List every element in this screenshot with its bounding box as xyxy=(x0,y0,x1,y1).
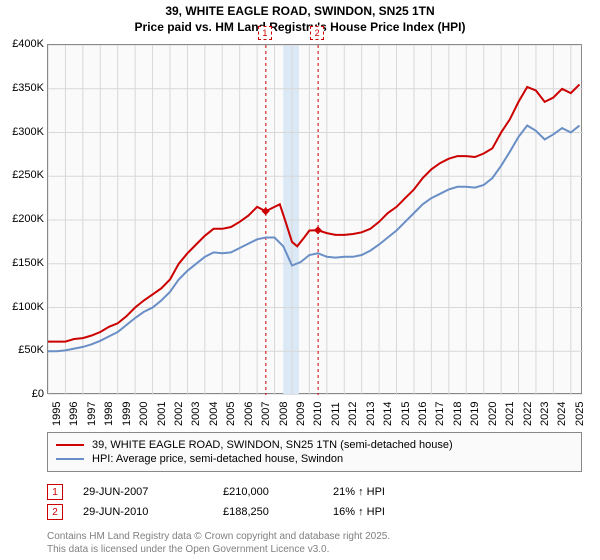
title-line-2: Price paid vs. HM Land Registry's House … xyxy=(8,20,592,36)
y-tick-label: £100K xyxy=(12,301,44,313)
x-tick-label: 1997 xyxy=(86,402,98,426)
x-tick-label: 1996 xyxy=(68,402,80,426)
x-tick-label: 2005 xyxy=(225,402,237,426)
y-tick-label: £400K xyxy=(12,38,44,50)
x-tick-label: 2006 xyxy=(243,402,255,426)
chart-plot-area xyxy=(47,44,582,394)
y-tick-label: £250K xyxy=(12,169,44,181)
legend-box: 39, WHITE EAGLE ROAD, SWINDON, SN25 1TN … xyxy=(47,432,582,472)
legend-row-hpi: HPI: Average price, semi-detached house,… xyxy=(56,453,573,465)
legend-label-property: 39, WHITE EAGLE ROAD, SWINDON, SN25 1TN … xyxy=(92,439,453,451)
y-tick-label: £0 xyxy=(32,388,44,400)
legend-swatch-hpi xyxy=(56,458,84,460)
x-tick-label: 2013 xyxy=(365,402,377,426)
x-tick-label: 2000 xyxy=(138,402,150,426)
x-tick-label: 2010 xyxy=(312,402,324,426)
x-tick-label: 2022 xyxy=(522,402,534,426)
footer-attribution: Contains HM Land Registry data © Crown c… xyxy=(47,531,390,556)
x-tick-label: 2008 xyxy=(278,402,290,426)
x-tick-label: 2002 xyxy=(173,402,185,426)
tx-badge-1: 1 xyxy=(47,484,63,500)
x-tick-label: 2019 xyxy=(469,402,481,426)
x-tick-label: 2014 xyxy=(382,402,394,426)
x-tick-label: 2025 xyxy=(574,402,586,426)
x-tick-label: 2024 xyxy=(556,402,568,426)
legend-row-property: 39, WHITE EAGLE ROAD, SWINDON, SN25 1TN … xyxy=(56,439,573,451)
x-tick-label: 2001 xyxy=(156,402,168,426)
y-tick-label: £50K xyxy=(18,344,44,356)
chart-marker-badge: 2 xyxy=(310,26,324,40)
tx-price-1: £210,000 xyxy=(223,486,333,498)
x-tick-label: 2020 xyxy=(487,402,499,426)
footer-line-1: Contains HM Land Registry data © Crown c… xyxy=(47,531,390,544)
chart-container: 39, WHITE EAGLE ROAD, SWINDON, SN25 1TN … xyxy=(0,0,600,560)
x-tick-label: 2007 xyxy=(260,402,272,426)
y-tick-label: £150K xyxy=(12,257,44,269)
x-tick-label: 2015 xyxy=(400,402,412,426)
x-tick-label: 2017 xyxy=(434,402,446,426)
transactions-table: 1 29-JUN-2007 £210,000 21% ↑ HPI 2 29-JU… xyxy=(47,480,582,524)
x-tick-label: 2021 xyxy=(504,402,516,426)
x-tick-label: 2011 xyxy=(330,402,342,426)
table-row: 1 29-JUN-2007 £210,000 21% ↑ HPI xyxy=(47,484,582,500)
y-tick-label: £200K xyxy=(12,213,44,225)
x-tick-label: 1995 xyxy=(51,402,63,426)
x-tick-label: 2018 xyxy=(452,402,464,426)
x-tick-label: 1998 xyxy=(103,402,115,426)
footer-line-2: This data is licensed under the Open Gov… xyxy=(47,544,390,557)
x-tick-label: 2009 xyxy=(295,402,307,426)
title-line-1: 39, WHITE EAGLE ROAD, SWINDON, SN25 1TN xyxy=(8,4,592,20)
chart-svg xyxy=(48,45,583,395)
x-tick-label: 2023 xyxy=(539,402,551,426)
y-tick-label: £300K xyxy=(12,126,44,138)
x-tick-label: 1999 xyxy=(121,402,133,426)
x-tick-label: 2012 xyxy=(347,402,359,426)
x-tick-label: 2003 xyxy=(190,402,202,426)
tx-date-1: 29-JUN-2007 xyxy=(83,486,223,498)
table-row: 2 29-JUN-2010 £188,250 16% ↑ HPI xyxy=(47,504,582,520)
y-tick-label: £350K xyxy=(12,82,44,94)
tx-hpi-1: 21% ↑ HPI xyxy=(333,486,443,498)
tx-price-2: £188,250 xyxy=(223,506,333,518)
tx-date-2: 29-JUN-2010 xyxy=(83,506,223,518)
chart-marker-badge: 1 xyxy=(258,26,272,40)
tx-badge-2: 2 xyxy=(47,504,63,520)
legend-label-hpi: HPI: Average price, semi-detached house,… xyxy=(92,453,343,465)
legend-swatch-property xyxy=(56,444,84,446)
x-tick-label: 2016 xyxy=(417,402,429,426)
tx-hpi-2: 16% ↑ HPI xyxy=(333,506,443,518)
x-tick-label: 2004 xyxy=(208,402,220,426)
title-block: 39, WHITE EAGLE ROAD, SWINDON, SN25 1TN … xyxy=(0,0,600,37)
